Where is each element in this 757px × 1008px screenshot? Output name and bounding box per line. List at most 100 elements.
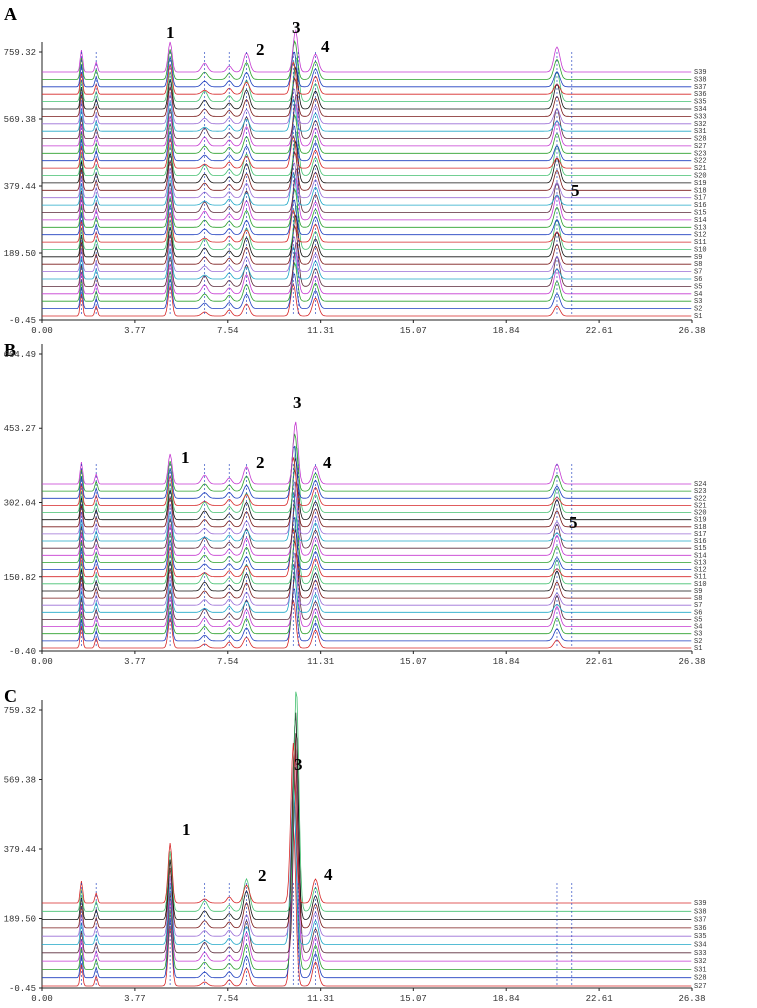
chromatogram-trace	[42, 552, 692, 606]
trace-label: S3	[694, 631, 702, 639]
chromatogram-trace	[42, 236, 692, 272]
chromatogram-trace	[42, 493, 692, 556]
chromatogram-trace	[42, 39, 692, 80]
peak-label: 3	[292, 18, 301, 37]
peak-label: 3	[293, 393, 302, 412]
y-tick-label: -0.40	[9, 647, 36, 657]
x-tick-label: 18.84	[493, 657, 520, 667]
trace-label: S20	[694, 173, 707, 181]
chromatogram-trace	[42, 564, 692, 627]
trace-label: S34	[694, 106, 707, 114]
y-tick-label: 453.27	[4, 424, 36, 434]
chromatogram-trace	[42, 481, 692, 535]
chromatogram-trace	[42, 516, 692, 570]
chromatogram-trace	[42, 88, 692, 125]
y-tick-label: 150.82	[4, 573, 36, 583]
trace-label: S22	[694, 495, 707, 503]
chromatogram-trace	[42, 763, 692, 937]
trace-label: S14	[694, 217, 707, 225]
y-tick-label: 189.50	[4, 914, 36, 924]
chromatogram-trace	[42, 56, 692, 102]
trace-label: S34	[694, 942, 707, 950]
trace-label: S3	[694, 298, 702, 306]
trace-label: S15	[694, 209, 707, 217]
x-tick-label: 26.38	[678, 994, 705, 1004]
trace-label: S27	[694, 143, 707, 151]
trace-label: S23	[694, 488, 707, 496]
chromatogram-trace	[42, 445, 692, 513]
x-tick-label: 3.77	[124, 994, 146, 1004]
y-tick-label: -0.45	[9, 984, 36, 994]
x-tick-label: 22.61	[586, 657, 613, 667]
chromatogram-trace	[42, 140, 692, 184]
trace-label: S39	[694, 69, 707, 77]
chromatogram-trace	[42, 825, 692, 987]
chromatogram-trace	[42, 130, 692, 176]
trace-label: S6	[694, 609, 702, 617]
y-tick-label: 379.44	[4, 182, 36, 192]
trace-label: S1	[694, 313, 702, 321]
x-tick-label: 0.00	[31, 657, 53, 667]
trace-label: S11	[694, 574, 707, 582]
peak-label: 4	[321, 37, 330, 56]
trace-label: S28	[694, 136, 707, 144]
trace-label: S23	[694, 150, 707, 158]
trace-label: S11	[694, 239, 707, 247]
x-tick-label: 15.07	[400, 994, 427, 1004]
x-tick-label: 7.54	[217, 994, 239, 1004]
trace-label: S7	[694, 269, 702, 277]
chromatogram-trace	[42, 576, 692, 635]
trace-label: S17	[694, 531, 707, 539]
x-tick-label: 3.77	[124, 657, 146, 667]
chromatogram-trace	[42, 162, 692, 199]
chromatogram-trace	[42, 540, 692, 599]
panel-letter: C	[4, 686, 17, 706]
panel-letter: B	[4, 340, 16, 360]
chromatogram-trace	[42, 250, 692, 295]
chromatogram-trace	[42, 564, 692, 613]
y-tick-label: 604.49	[4, 350, 36, 360]
trace-label: S10	[694, 581, 707, 589]
chromatogram-trace	[42, 528, 692, 578]
trace-label: S37	[694, 84, 707, 92]
x-tick-label: 18.84	[493, 994, 520, 1004]
trace-label: S22	[694, 158, 707, 166]
trace-label: S31	[694, 966, 707, 974]
x-tick-label: 26.38	[678, 657, 705, 667]
trace-label: S9	[694, 254, 702, 262]
peak-label: 4	[323, 453, 332, 472]
peak-label: 1	[182, 820, 191, 839]
chromatogram-trace	[42, 516, 692, 585]
x-tick-label: 3.77	[124, 326, 146, 336]
chromatogram-trace	[42, 66, 692, 110]
trace-label: S13	[694, 559, 707, 567]
chromatogram-trace	[42, 445, 692, 499]
chromatogram-trace	[42, 528, 692, 592]
trace-label: S35	[694, 933, 707, 941]
trace-label: S15	[694, 545, 707, 553]
trace-label: S36	[694, 925, 707, 933]
trace-label: S39	[694, 900, 707, 908]
x-tick-label: 11.31	[307, 326, 334, 336]
x-tick-label: 18.84	[493, 326, 520, 336]
x-tick-label: 0.00	[31, 326, 53, 336]
chromatogram-trace	[42, 712, 692, 920]
trace-label: S18	[694, 187, 707, 195]
trace-label: S9	[694, 588, 702, 596]
x-tick-label: 15.07	[400, 326, 427, 336]
chromatogram-trace	[42, 171, 692, 206]
chromatogram-trace	[42, 469, 692, 528]
trace-label: S18	[694, 524, 707, 532]
chromatogram-trace	[42, 778, 692, 970]
chromatogram-trace	[42, 784, 692, 945]
panel-a: A -0.45 189.50 379.44 569.38 759.32 0.00 3.77 7.…	[0, 0, 757, 336]
trace-label: S19	[694, 180, 707, 188]
chromatogram-trace	[42, 76, 692, 117]
chromatogram-trace	[42, 187, 692, 228]
x-tick-label: 22.61	[586, 994, 613, 1004]
chromatogram-trace	[42, 481, 692, 549]
trace-label: S4	[694, 291, 702, 299]
peak-label: 2	[258, 866, 267, 885]
peak-label: 1	[181, 448, 190, 467]
trace-label: S33	[694, 950, 707, 958]
